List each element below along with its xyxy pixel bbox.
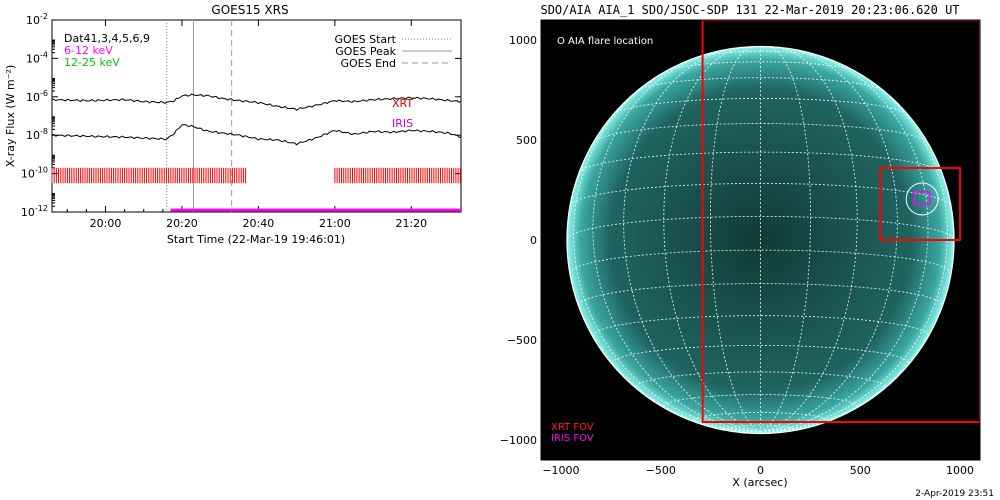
grid-line [569,249,952,274]
aia-xlabel: X (arcsec) [732,476,787,489]
legend-end-label: GOES End [340,57,396,70]
footer-timestamp: 2-Apr-2019 23:51 [915,489,994,499]
goes-xlabel: Start Time (22-Mar-19 19:46:01) [167,233,345,246]
aia-title: SDO/AIA AIA_1 SDO/JSOC-SDP 131 22-Mar-20… [540,3,959,17]
grid-line [760,65,948,433]
x-tick-label: 20:20 [166,217,198,230]
y-tick-label: −1000 [500,434,537,447]
grid-line [760,46,858,433]
goes-plot-frame [51,19,462,213]
grid-line [611,344,910,364]
goes-x-axis: 20:00 20:20 20:40 21:00 21:20 [66,20,451,230]
series-12-25-kev [51,124,462,146]
y-tick-label: 10-6 [26,89,48,104]
goes-title: GOES15 XRS [211,3,288,17]
legend-start-label: GOES Start [335,33,397,46]
x-tick-label: 500 [850,464,871,477]
grid-line [693,412,828,421]
x-tick-label: 21:00 [319,217,351,230]
legend-peak-label: GOES Peak [335,45,396,58]
band1-label: 6-12 keV [64,44,113,57]
y-tick-label: 500 [516,134,537,147]
band2-label: 12-25 keV [64,56,120,69]
x-tick-label: 20:40 [243,217,275,230]
xrt-fov-small [879,167,962,241]
y-tick-label: 10-2 [26,12,48,27]
xrt-fov-legend: XRT FOV [551,422,594,433]
y-tick-label: 10-4 [26,50,48,65]
iris-fov [913,191,931,205]
grid-line [623,48,761,433]
x-tick-label: 20:00 [90,217,122,230]
flare-location-label: O AIA flare location [557,36,653,47]
dat-label: Dat41,3,4,5,6,9 [64,32,150,45]
grid-line [663,46,761,433]
y-tick-label: 10-12 [21,204,48,219]
grid-line [760,48,898,433]
iris-fov-legend: IRIS FOV [551,433,594,444]
y-tick-label: 10-8 [26,127,48,142]
aia-x-axis: −1000 −500 0 500 1000 [542,454,974,477]
grid-line [573,65,761,433]
xrt-fov-large [701,20,980,423]
y-tick-label: 1000 [509,34,537,47]
iris-series-label: IRIS [392,117,413,130]
series-6-12-kev [51,93,462,111]
x-tick-label: −1000 [542,464,579,477]
goes-ylabel: X-ray Flux (W m⁻²) [4,65,17,167]
x-tick-label: 1000 [946,464,974,477]
grid-line [592,50,761,433]
grid-line [666,61,855,72]
x-tick-label: 21:20 [395,217,427,230]
aia-y-axis: −1000 −500 0 500 1000 [500,34,547,447]
grid-line [760,50,929,433]
xrt-coverage-bars [51,167,461,184]
x-tick-label: 0 [757,464,764,477]
y-tick-label: −500 [507,334,537,347]
grid-line [637,77,884,91]
xrt-series-label: XRT [392,97,413,110]
y-tick-label: 10-10 [21,166,48,181]
flare-location-marker [905,182,939,216]
x-tick-label: −500 [646,464,676,477]
y-tick-label: 0 [530,234,537,247]
